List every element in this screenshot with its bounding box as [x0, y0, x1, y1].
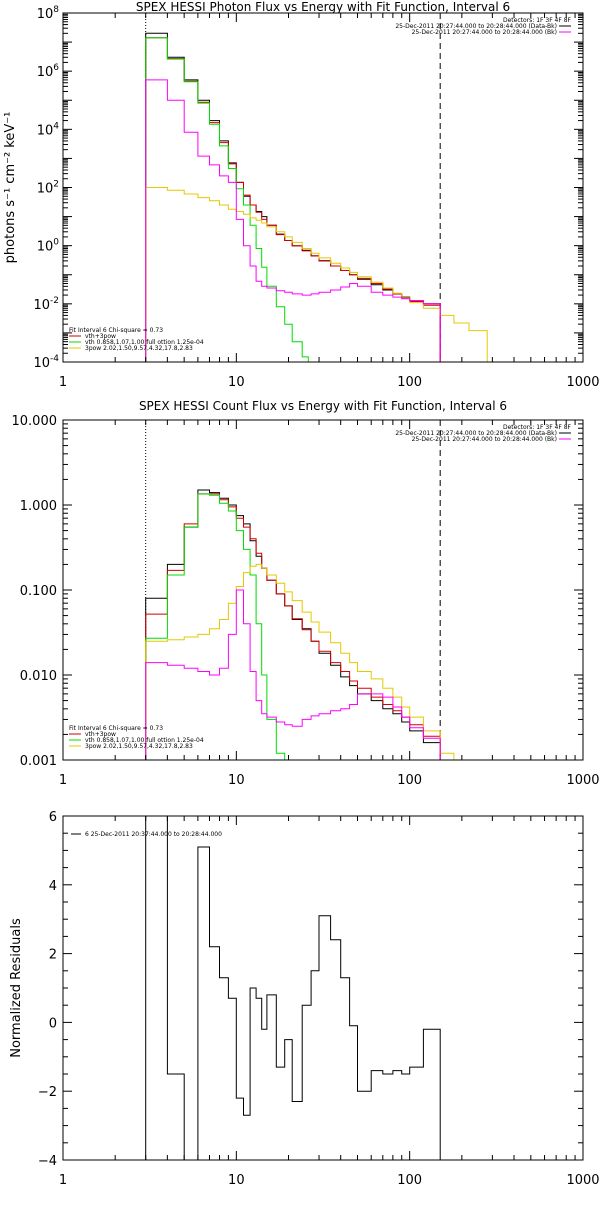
y-tick-label: 106 [37, 63, 60, 80]
plot-frame [62, 419, 584, 761]
chart-title: SPEX HESSI Count Flux vs Energy with Fit… [139, 399, 507, 413]
x-tick-label: 1 [59, 1173, 67, 1188]
y-tick-label: 6 [49, 810, 57, 825]
x-tick-label: 1 [59, 375, 67, 390]
legend-text-top-left: 6 25-Dec-2011 20:37:44.000 to 20:28:44.0… [85, 831, 222, 838]
x-tick-label: 100 [397, 375, 422, 390]
x-tick-label: 10 [228, 1173, 245, 1188]
legend-text-bottom-left: vth+3pow [85, 333, 116, 340]
y-tick-label: 104 [37, 121, 60, 138]
y-tick-label: 10.000 [12, 414, 58, 429]
legend-text-top-right: Detectors: 1F 3F 4F 8F [503, 17, 572, 24]
legend-text-top-right: 25-Dec-2011 20:27:44.000 to 20:28:44.000… [412, 436, 557, 443]
plot-area [145, 420, 455, 760]
legend-text-bottom-left: Fit Interval 6 Chi-square = 0.73 [69, 725, 163, 732]
y-tick-label: 0.100 [20, 584, 57, 599]
legend-text-bottom-left: vth 0.858,1.07,1.00 full ottion 1.25e-04 [85, 339, 204, 346]
y-tick-label: 102 [37, 180, 59, 197]
x-tick-label: 1000 [566, 773, 599, 788]
series-line-total_fit [145, 37, 441, 362]
legend-text-top-right: 25-Dec-2011 20:27:44.000 to 20:28:44.000… [412, 29, 557, 36]
series-line-power_law [145, 187, 488, 362]
series-line-background [145, 79, 441, 362]
x-tick-label: 1000 [566, 375, 599, 390]
x-tick-label: 100 [397, 1173, 422, 1188]
y-tick-label: −2 [38, 1085, 57, 1100]
y-tick-label: 1.000 [20, 499, 57, 514]
legend-text-top-right: Detectors: 1F 3F 4F 8F [503, 424, 572, 431]
legend-text-bottom-left: Fit Interval 6 Chi-square = 0.73 [69, 327, 163, 334]
series-line-background [145, 589, 441, 760]
y-tick-label: 100 [37, 238, 60, 255]
legend-text-top-right: 25-Dec-2011 20:27:44.000 to 20:28:44.000… [395, 430, 557, 437]
legend-text-bottom-left: vth 0.858,1.07,1.00 full ottion 1.25e-04 [85, 737, 204, 744]
series-line-thermal [145, 493, 286, 760]
y-tick-label: 2 [49, 948, 57, 963]
legend-text-bottom-left: 3pow 2.02,1.50,9.57,4.32,17.8,2.83 [85, 345, 193, 352]
x-tick-label: 10 [228, 773, 245, 788]
y-tick-label: 0 [49, 1016, 57, 1031]
series-line-data [145, 816, 441, 1160]
y-tick-label: 0.010 [20, 669, 57, 684]
panel-2: SPEX HESSI Count Flux vs Energy with Fit… [12, 399, 600, 788]
series-line-thermal [145, 37, 309, 362]
y-tick-label: 108 [37, 5, 60, 22]
legend-text-bottom-left: 3pow 2.02,1.50,9.57,4.32,17.8,2.83 [85, 743, 193, 750]
series-line-power_law [145, 563, 455, 760]
x-tick-label: 100 [397, 773, 422, 788]
x-tick-label: 10 [228, 375, 245, 390]
plot-area [145, 13, 488, 362]
chart-title: SPEX HESSI Photon Flux vs Energy with Fi… [136, 0, 510, 14]
y-axis-label: photons s⁻¹ cm⁻² keV⁻¹ [3, 112, 18, 264]
plot-area [145, 816, 441, 1160]
legend-text-top-right: 25-Dec-2011 20:27:44.000 to 20:28:44.000… [395, 23, 557, 30]
y-tick-label: 4 [49, 879, 57, 894]
plot-frame [62, 12, 584, 363]
y-tick-label: 10-2 [33, 296, 59, 313]
x-tick-label: 1 [59, 773, 67, 788]
series-line-data [145, 32, 441, 362]
y-tick-label: 0.001 [20, 754, 57, 769]
y-tick-label: 10-4 [33, 354, 59, 371]
panel-1: SPEX HESSI Photon Flux vs Energy with Fi… [3, 0, 600, 390]
y-axis-label: Normalized Residuals [9, 918, 24, 1058]
legend-text-bottom-left: vth+3pow [85, 731, 116, 738]
panel-3: 1 10 100 1000 −4 −2 0 2 4 6 Normalized Residuals 6 … [9, 810, 600, 1188]
plot-frame [62, 815, 584, 1161]
y-tick-label: −4 [38, 1154, 57, 1169]
x-tick-label: 1000 [566, 1173, 599, 1188]
